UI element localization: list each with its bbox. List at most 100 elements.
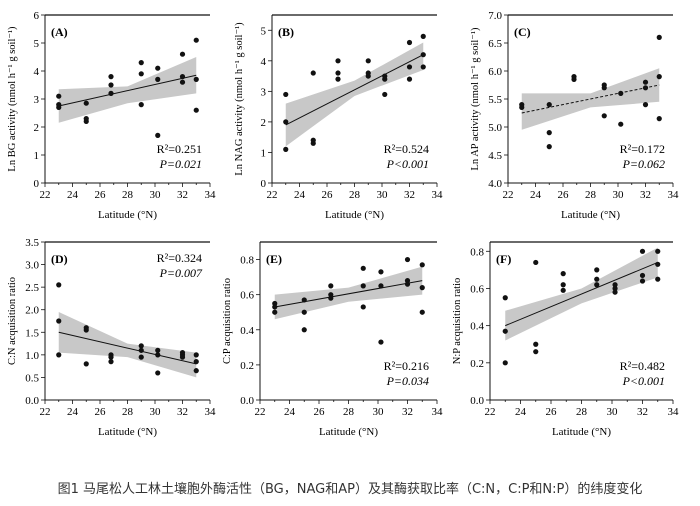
x-tick-label: 30 bbox=[373, 406, 385, 418]
y-tick-label: 0.0 bbox=[25, 395, 39, 407]
data-point bbox=[83, 361, 89, 367]
data-point bbox=[378, 283, 384, 289]
data-point bbox=[83, 100, 89, 106]
data-point bbox=[420, 52, 426, 58]
data-point bbox=[193, 352, 199, 358]
data-point bbox=[382, 76, 388, 82]
x-tick-label: 34 bbox=[432, 406, 444, 418]
x-tick-label: 24 bbox=[284, 406, 296, 418]
y-tick-label: 1 bbox=[34, 150, 40, 162]
x-tick-label: 34 bbox=[432, 189, 444, 201]
y-tick-label: 0 bbox=[261, 178, 267, 190]
y-tick-label: 1.5 bbox=[25, 327, 39, 339]
data-point bbox=[108, 354, 114, 360]
p-value-label: P=0.062 bbox=[622, 157, 665, 171]
y-axis-label: C:N acquisition ratio bbox=[7, 277, 18, 365]
y-tick-label: 4 bbox=[34, 66, 40, 78]
data-point bbox=[360, 265, 366, 271]
y-tick-label: 2.5 bbox=[25, 282, 39, 294]
data-point bbox=[502, 295, 508, 301]
data-point bbox=[546, 144, 552, 150]
r-squared-label: R²=0.172 bbox=[620, 142, 665, 156]
data-point bbox=[335, 58, 341, 64]
x-tick-label: 22 bbox=[503, 189, 514, 201]
x-tick-label: 22 bbox=[40, 406, 51, 418]
data-point bbox=[360, 283, 366, 289]
data-point bbox=[378, 339, 384, 345]
data-point bbox=[502, 328, 508, 334]
x-tick-label: 24 bbox=[67, 406, 79, 418]
x-tick-label: 26 bbox=[322, 189, 334, 201]
x-tick-label: 26 bbox=[95, 189, 107, 201]
x-axis-label: Latitude (°N) bbox=[325, 209, 384, 221]
data-point bbox=[655, 276, 661, 282]
data-point bbox=[138, 354, 144, 360]
r-squared-label: R²=0.216 bbox=[384, 359, 429, 373]
y-tick-label: 5 bbox=[261, 25, 267, 37]
y-tick-label: 0.0 bbox=[470, 395, 484, 407]
confidence-band bbox=[58, 57, 197, 123]
data-point bbox=[56, 104, 62, 110]
x-tick-label: 24 bbox=[515, 406, 527, 418]
data-point bbox=[155, 132, 161, 138]
y-tick-label: 0.0 bbox=[240, 395, 254, 407]
data-point bbox=[419, 285, 425, 291]
p-value-label: P=0.021 bbox=[159, 157, 202, 171]
data-point bbox=[419, 309, 425, 315]
data-point bbox=[618, 90, 624, 96]
x-tick-label: 30 bbox=[150, 406, 162, 418]
regression-line bbox=[285, 54, 424, 126]
data-point bbox=[193, 368, 199, 374]
x-tick-label: 28 bbox=[576, 406, 588, 418]
y-tick-label: 0.4 bbox=[470, 321, 484, 333]
y-tick-label: 0.8 bbox=[470, 246, 484, 258]
x-tick-label: 22 bbox=[485, 406, 496, 418]
data-point bbox=[83, 118, 89, 124]
data-point bbox=[108, 74, 114, 80]
data-point bbox=[310, 140, 316, 146]
data-point bbox=[335, 70, 341, 76]
data-point bbox=[502, 360, 508, 366]
data-point bbox=[193, 76, 199, 82]
data-point bbox=[656, 74, 662, 80]
data-point bbox=[193, 37, 199, 43]
data-point bbox=[179, 79, 186, 85]
data-point bbox=[155, 370, 161, 376]
y-tick-label: 2 bbox=[261, 117, 267, 129]
regression-line bbox=[58, 331, 197, 365]
y-tick-label: 0.2 bbox=[470, 358, 484, 370]
x-tick-label: 22 bbox=[267, 189, 278, 201]
data-point bbox=[571, 76, 577, 82]
x-tick-label: 22 bbox=[255, 406, 266, 418]
data-point bbox=[360, 304, 366, 310]
data-point bbox=[656, 34, 662, 41]
y-tick-label: 0.6 bbox=[470, 283, 484, 295]
y-tick-label: 0 bbox=[34, 178, 40, 190]
x-axis-label: Latitude (°N) bbox=[98, 426, 157, 438]
y-tick-label: 4.0 bbox=[488, 178, 502, 190]
data-point bbox=[138, 71, 144, 77]
y-tick-label: 4.5 bbox=[488, 150, 502, 162]
x-tick-label: 32 bbox=[640, 189, 651, 201]
x-tick-label: 28 bbox=[585, 189, 597, 201]
y-axis-label: N:P acquisition ratio bbox=[452, 278, 463, 365]
figure-caption: 图1 马尾松人工林土壤胞外酶活性（BG，NAG和AP）及其酶获取比率（C:N，C… bbox=[57, 482, 643, 497]
data-point bbox=[108, 359, 114, 365]
data-point bbox=[179, 51, 186, 57]
data-point bbox=[56, 352, 62, 358]
data-point bbox=[406, 76, 413, 82]
data-point bbox=[138, 347, 144, 353]
regression-line bbox=[505, 261, 658, 327]
x-axis-label: Latitude (°N) bbox=[98, 209, 157, 221]
data-point bbox=[301, 297, 307, 303]
data-point bbox=[601, 113, 607, 119]
x-tick-label: 32 bbox=[177, 189, 188, 201]
y-tick-label: 0.4 bbox=[240, 325, 254, 337]
x-tick-label: 22 bbox=[40, 189, 51, 201]
data-point bbox=[642, 85, 649, 91]
y-tick-label: 5.0 bbox=[488, 122, 502, 134]
data-point bbox=[560, 271, 566, 277]
y-tick-label: 1 bbox=[261, 147, 267, 159]
data-point bbox=[533, 341, 539, 347]
